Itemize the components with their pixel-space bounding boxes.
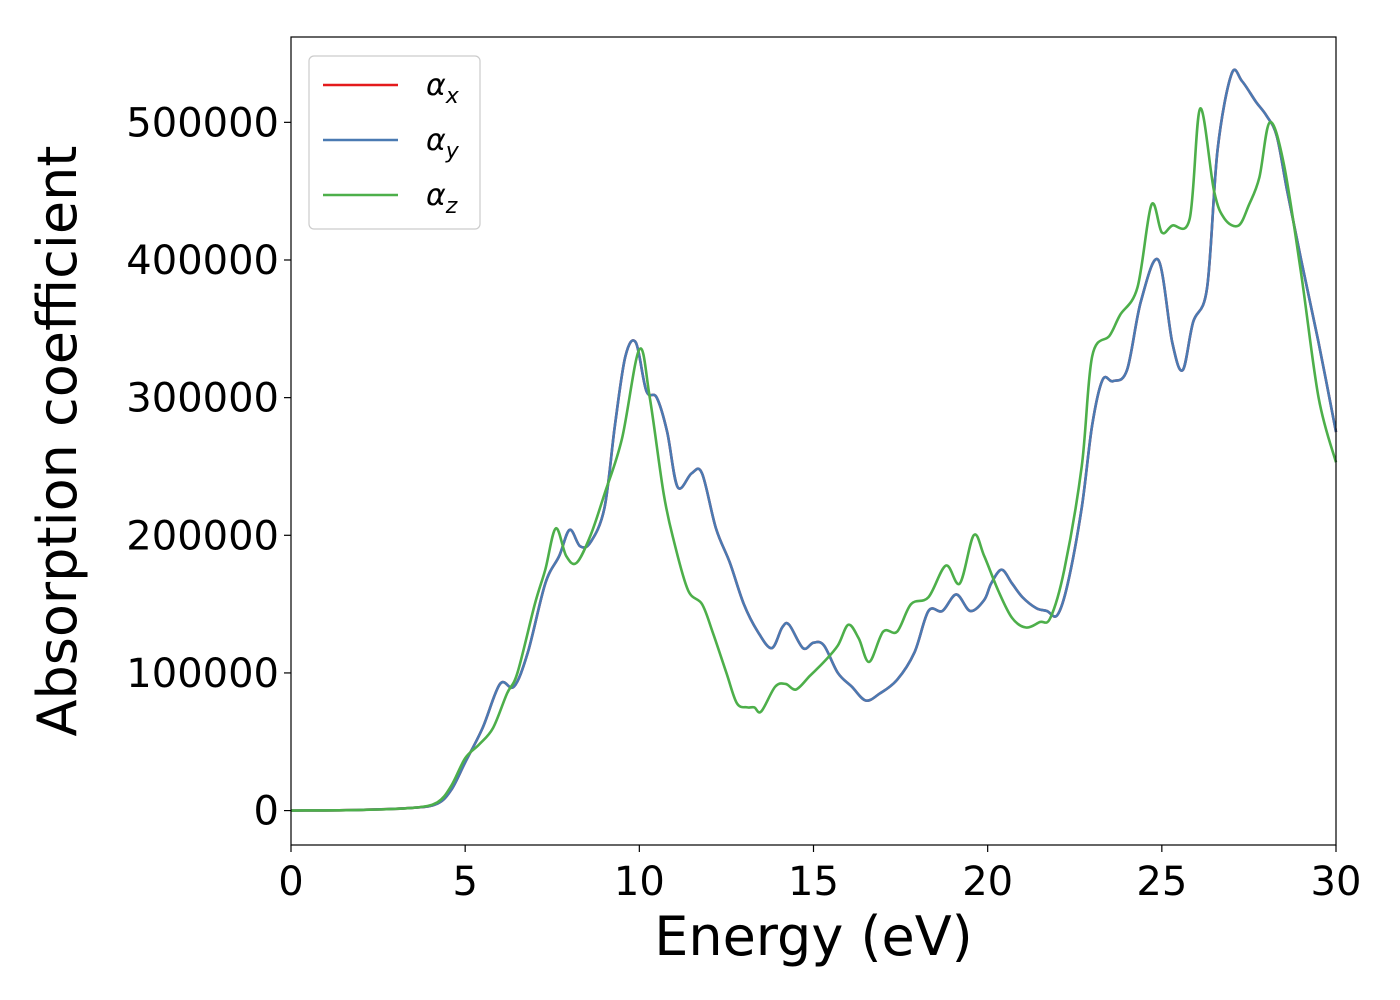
- series-line-z: [290, 107, 1338, 812]
- legend: αx αy αz: [308, 55, 481, 230]
- y-tick-label: 500000: [126, 100, 279, 146]
- x-tick-label: 20: [962, 859, 1013, 905]
- x-tick-label: 0: [278, 859, 303, 905]
- x-tick-label: 15: [788, 859, 839, 905]
- x-tick-label: 25: [1136, 859, 1187, 905]
- legend-label-y: αy: [426, 123, 460, 164]
- y-tick-label: 0: [254, 789, 279, 835]
- x-tick-label: 10: [614, 859, 665, 905]
- x-tick-label: 30: [1311, 859, 1362, 905]
- legend-label-x: αx: [426, 68, 460, 109]
- y-axis-title: Absorption coefficient: [26, 146, 89, 737]
- axis-ticks: 0 5 10 15 20 25 30 0 100000 200000 300000 400000 500…: [126, 100, 1361, 905]
- x-tick-label: 5: [452, 859, 477, 905]
- y-tick-label: 300000: [126, 376, 279, 422]
- y-tick-label: 200000: [126, 513, 279, 559]
- legend-label-z: αz: [426, 178, 458, 219]
- x-axis-title: Energy (eV): [654, 905, 973, 968]
- y-tick-label: 400000: [126, 238, 279, 284]
- legend-box: [308, 55, 481, 230]
- y-tick-label: 100000: [126, 651, 279, 697]
- series-lines: [290, 68, 1338, 812]
- series-line-y: [290, 68, 1338, 812]
